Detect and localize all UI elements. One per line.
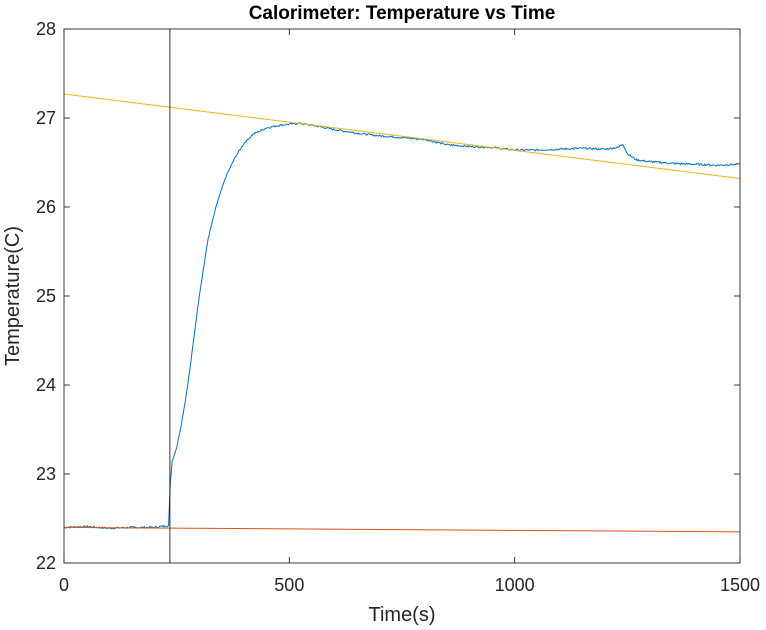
y-tick-label: 24 xyxy=(36,375,56,395)
series-line-1 xyxy=(63,526,741,533)
x-axis-label: Time(s) xyxy=(368,604,435,626)
y-tick-label: 25 xyxy=(36,286,56,306)
y-tick-label: 22 xyxy=(36,553,56,573)
x-tick-label: 500 xyxy=(274,575,304,595)
y-tick-label: 27 xyxy=(36,108,56,128)
plot-frame xyxy=(63,28,741,564)
x-tick-label: 1000 xyxy=(495,575,535,595)
y-tick-label: 26 xyxy=(36,197,56,217)
y-tick-label: 28 xyxy=(36,19,56,39)
y-axis-label: Temperature(C) xyxy=(2,226,24,366)
plot-layer xyxy=(63,29,741,563)
series-line-0 xyxy=(63,122,741,530)
chart-title: Calorimeter: Temperature vs Time xyxy=(249,3,556,24)
x-tick-label: 0 xyxy=(59,575,69,595)
y-tick-label: 23 xyxy=(36,464,56,484)
x-tick-label: 1500 xyxy=(720,575,760,595)
tick-layer: 0 500 1000 1500 22 23 24 25 26 27 28 xyxy=(36,19,760,595)
series-line-2 xyxy=(63,93,741,180)
